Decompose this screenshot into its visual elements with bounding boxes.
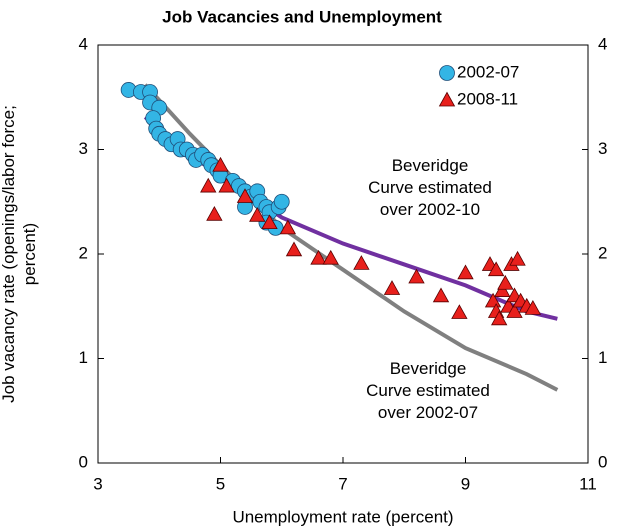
annotation-line: Curve estimated <box>368 178 492 197</box>
point <box>524 300 542 315</box>
point <box>273 193 290 210</box>
x-tick-label: 3 <box>93 474 102 493</box>
point <box>506 303 523 318</box>
point <box>249 207 266 222</box>
point <box>261 214 278 230</box>
point <box>212 156 229 172</box>
trend-line <box>143 83 559 392</box>
point <box>236 188 254 203</box>
point <box>487 261 505 277</box>
y-tick-label: 0 <box>79 452 88 471</box>
legend-label: 2008-11 <box>457 89 518 108</box>
point <box>509 250 526 266</box>
y-tick-label: 4 <box>79 34 88 53</box>
point <box>285 241 303 257</box>
trend-line <box>143 115 558 321</box>
annotation-line: over 2002-10 <box>380 200 480 219</box>
y-axis-label-line: Job vacancy rate (openings/labor force; <box>0 105 18 403</box>
point <box>322 249 339 265</box>
point <box>383 280 401 295</box>
point <box>206 205 223 221</box>
point <box>310 249 327 265</box>
annotation: Beveridge Curve estimated over 2002-07 <box>366 359 490 422</box>
point <box>432 287 450 303</box>
point <box>484 292 502 308</box>
x-tick-label: 7 <box>338 474 347 493</box>
annotation-line: Beveridge <box>390 359 467 378</box>
x-axis-label: Unemployment rate (percent) <box>232 507 453 526</box>
annotation-line: Beveridge <box>392 156 469 175</box>
point <box>353 255 370 270</box>
annotation-line: Curve estimated <box>366 381 490 400</box>
y-tick-label: 3 <box>79 139 88 158</box>
y2-tick-label: 4 <box>598 34 607 53</box>
annotation: Beveridge Curve estimated over 2002-10 <box>368 156 492 219</box>
point <box>279 219 297 235</box>
x-tick-label: 9 <box>461 474 470 493</box>
chart-title: Job Vacancies and Unemployment <box>162 7 442 26</box>
point <box>497 274 514 290</box>
annotation-line: over 2002-07 <box>378 403 478 422</box>
y2-tick-label: 2 <box>598 243 607 262</box>
legend-label: 2002-07 <box>457 62 519 81</box>
y-tick-label: 2 <box>79 243 88 262</box>
point <box>408 268 425 284</box>
y2-tick-label: 1 <box>598 348 607 367</box>
legend-marker <box>438 91 456 107</box>
point <box>200 177 217 193</box>
y2-tick-label: 3 <box>598 139 607 158</box>
y2-tick-label: 0 <box>598 452 607 471</box>
x-tick-label: 11 <box>579 474 597 493</box>
point <box>451 304 468 319</box>
y-tick-label: 1 <box>79 348 88 367</box>
y-axis-label-line: percent) <box>20 223 39 285</box>
y-axis-label: Job vacancy rate (openings/labor force; p… <box>0 105 39 403</box>
point <box>491 310 508 326</box>
point <box>494 282 511 297</box>
x-tick-label: 5 <box>216 474 225 493</box>
point <box>218 177 235 193</box>
legend-marker <box>439 65 455 81</box>
point <box>457 264 474 280</box>
